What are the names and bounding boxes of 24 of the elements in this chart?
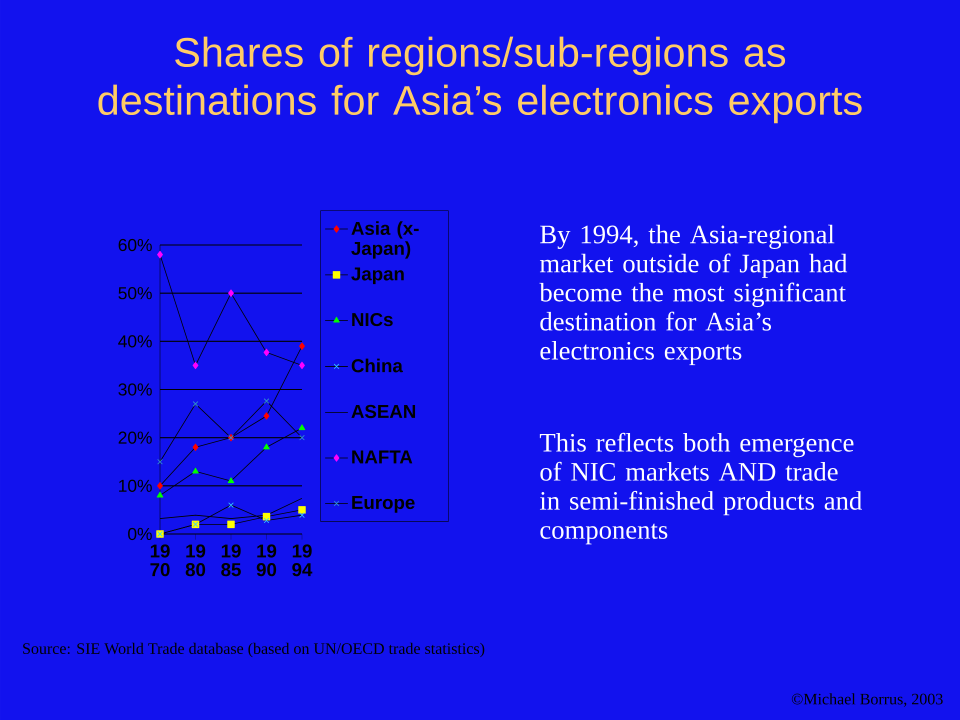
y-tick-label: 0% <box>128 528 152 540</box>
legend-label: ASEAN <box>351 404 416 418</box>
y-tick-label: 10% <box>119 480 152 492</box>
legend-label: China <box>352 358 403 372</box>
legend-label: NAFTA <box>352 450 412 464</box>
x-tick-label: 19 90 <box>256 544 276 576</box>
legend-label: NICs <box>352 312 393 326</box>
x-tick-label: 19 80 <box>186 544 206 576</box>
y-tick-label: 20% <box>118 432 152 444</box>
text: Shares of regions/sub-regions as destinations for Asia’s electronics exports <box>98 36 862 124</box>
y-tick-label: 50% <box>118 287 152 300</box>
text: ©Michael Borrus, 2003 <box>792 693 943 707</box>
y-tick-label: 60% <box>118 238 152 252</box>
text: This reflects both emergence of NIC markets AND trade in semi-finished products and components <box>540 432 862 544</box>
source-note: Source: SIE World Trade database (based on UN/OECD trade statistics) <box>23 642 484 658</box>
legend-label: Asia (x-Japan) <box>351 221 419 259</box>
x-tick-label: 19 94 <box>292 544 312 576</box>
y-tick-label: 30% <box>118 383 152 396</box>
x-tick-label: 19 70 <box>150 544 170 576</box>
legend-label: Japan <box>351 267 404 284</box>
x-tick-label: 19 85 <box>221 544 241 576</box>
text: By 1994, the Asia-regional market outside of Japan had become the most significant destination for Asia’s electronics exports <box>539 224 848 366</box>
y-tick-label: 40% <box>118 335 152 348</box>
legend-label: Europe <box>352 496 415 513</box>
